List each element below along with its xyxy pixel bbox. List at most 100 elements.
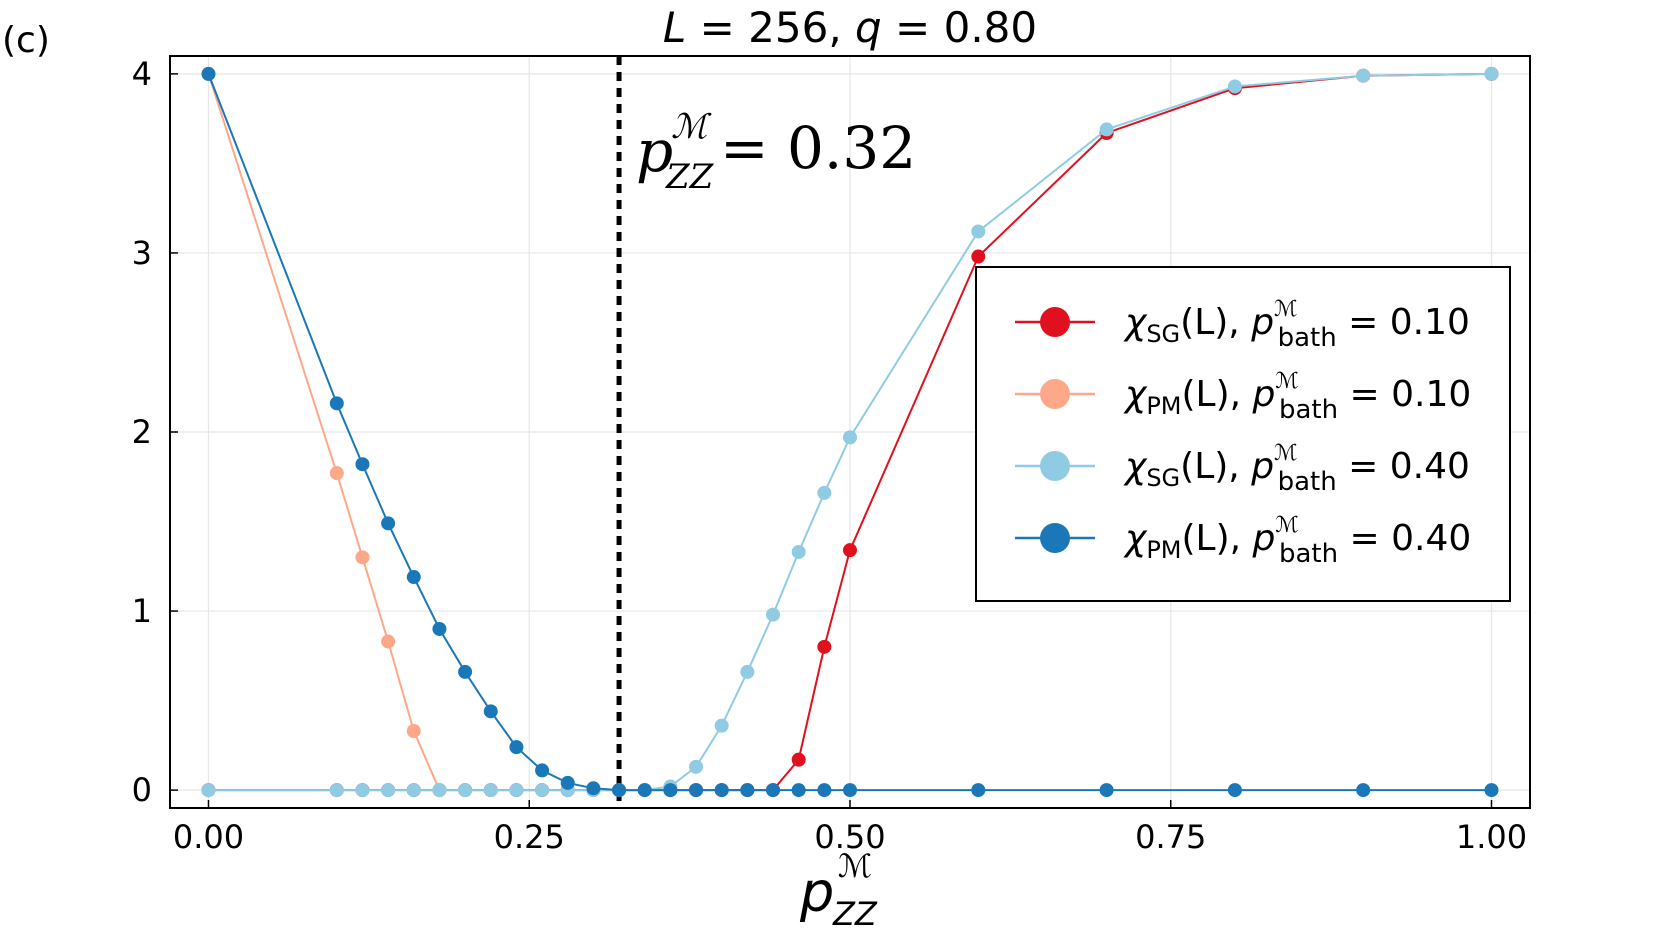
data-point-sg_040 — [535, 783, 550, 798]
legend-entry-sg_010: χSG(L), pℳ bath = 0.10 — [1015, 297, 1470, 353]
data-point-sg_040 — [1099, 122, 1114, 137]
data-point-sg_040 — [483, 783, 498, 798]
data-point-sg_010 — [817, 639, 832, 654]
data-point-pm_040 — [586, 781, 601, 796]
title-l-value: = 256, — [686, 3, 855, 52]
x-tick-label: 0.25 — [494, 818, 565, 856]
data-point-sg_010 — [791, 752, 806, 767]
data-point-sg_040 — [791, 544, 806, 559]
data-point-pm_040 — [766, 783, 781, 798]
data-point-sg_040 — [843, 430, 857, 445]
data-point-pm_040 — [1484, 783, 1499, 798]
series-pm_010 — [201, 66, 447, 798]
legend-label: χSG(L), pℳ bath = 0.40 — [1123, 441, 1470, 497]
data-point-pm_040 — [381, 516, 396, 531]
xlabel-p: p — [799, 861, 834, 924]
legend-entry-pm_040: χPM(L), pℳ bath = 0.40 — [1015, 513, 1471, 569]
data-point-pm_040 — [817, 783, 832, 798]
data-point-sg_040 — [406, 783, 421, 798]
data-point-sg_040 — [766, 607, 781, 622]
data-point-sg_040 — [329, 783, 344, 798]
data-point-sg_040 — [714, 718, 729, 733]
data-point-pm_040 — [406, 570, 421, 585]
data-point-sg_040 — [432, 783, 447, 798]
panel-label: (c) — [2, 20, 50, 61]
data-point-sg_010 — [971, 249, 986, 264]
data-point-pm_040 — [329, 396, 344, 411]
y-tick-label: 4 — [132, 55, 152, 93]
data-point-sg_010 — [843, 543, 857, 558]
legend-swatch-marker — [1040, 451, 1070, 481]
data-point-sg_040 — [689, 759, 704, 774]
annotation-value: = 0.32 — [720, 114, 916, 182]
title-q-value: = 0.80 — [882, 3, 1037, 52]
data-point-sg_040 — [458, 783, 473, 798]
data-point-sg_040 — [201, 783, 216, 798]
chart-title: L = 256, q = 0.80 — [663, 3, 1037, 52]
legend-swatch-marker — [1040, 307, 1070, 337]
data-point-pm_040 — [740, 783, 755, 798]
series-pm_040 — [201, 66, 1499, 798]
xlabel-sup: ℳ — [838, 847, 872, 885]
data-point-sg_040 — [1227, 79, 1242, 94]
data-point-sg_040 — [509, 783, 524, 798]
y-tick-label: 2 — [132, 413, 152, 451]
data-point-pm_040 — [714, 783, 729, 798]
legend-label: χPM(L), pℳ bath = 0.40 — [1123, 513, 1471, 569]
data-point-pm_010 — [355, 550, 370, 565]
data-point-pm_040 — [201, 66, 216, 81]
series-layer — [201, 66, 1499, 798]
legend-label: χPM(L), pℳ bath = 0.10 — [1123, 369, 1471, 425]
data-point-sg_040 — [381, 783, 396, 798]
data-point-pm_010 — [406, 724, 421, 739]
data-point-pm_040 — [535, 763, 550, 778]
data-point-pm_040 — [483, 704, 498, 719]
axis-ticks: 0.00 0.25 0.50 0.75 1.00 0 1 2 3 4 — [132, 55, 1527, 856]
data-point-sg_040 — [971, 224, 986, 239]
y-tick-label: 3 — [132, 234, 152, 272]
annotation-sub: ZZ — [665, 157, 715, 197]
legend: χSG(L), pℳ bath = 0.10 χPM(L), pℳ bath = 0.… — [975, 266, 1511, 602]
data-point-sg_040 — [817, 485, 832, 500]
data-point-sg_040 — [355, 783, 370, 798]
x-tick-label: 0.50 — [814, 818, 885, 856]
title-q-var: q — [855, 3, 882, 52]
legend-swatch-marker — [1040, 379, 1070, 409]
x-tick-label: 0.75 — [1135, 818, 1206, 856]
series-line-pm_010 — [207, 73, 441, 791]
data-point-pm_040 — [1227, 783, 1242, 798]
data-point-sg_040 — [1484, 66, 1499, 81]
data-point-pm_040 — [637, 783, 652, 798]
y-tick-label: 0 — [132, 771, 152, 809]
title-l-var: L — [663, 3, 686, 52]
data-point-pm_040 — [560, 775, 575, 790]
data-point-sg_040 — [1356, 68, 1371, 83]
y-tick-label: 1 — [132, 592, 152, 630]
data-point-pm_040 — [458, 664, 473, 679]
data-point-pm_010 — [381, 634, 396, 649]
annotation-sup: ℳ — [671, 107, 712, 147]
xlabel-sub: ZZ — [832, 895, 878, 933]
data-point-pm_040 — [612, 783, 627, 798]
data-point-pm_040 — [509, 740, 524, 755]
data-point-pm_040 — [663, 783, 678, 798]
legend-swatch-marker — [1040, 523, 1070, 553]
data-point-pm_040 — [843, 783, 857, 798]
threshold-annotation: p ℳ ZZ = 0.32 — [636, 107, 916, 197]
data-point-pm_010 — [329, 466, 344, 481]
data-point-pm_040 — [689, 783, 704, 798]
data-point-pm_040 — [1099, 783, 1114, 798]
annotation-p: p — [636, 117, 673, 185]
data-point-pm_040 — [971, 783, 986, 798]
legend-entry-sg_040: χSG(L), pℳ bath = 0.40 — [1015, 441, 1470, 497]
data-point-pm_040 — [791, 783, 806, 798]
x-tick-label: 0.00 — [173, 818, 244, 856]
x-tick-label: 1.00 — [1456, 818, 1527, 856]
data-point-pm_040 — [1356, 783, 1371, 798]
data-point-pm_040 — [432, 621, 447, 636]
data-point-pm_040 — [355, 457, 370, 472]
legend-label: χSG(L), pℳ bath = 0.10 — [1123, 297, 1470, 353]
legend-entry-pm_010: χPM(L), pℳ bath = 0.10 — [1015, 369, 1471, 425]
data-point-sg_040 — [740, 664, 755, 679]
